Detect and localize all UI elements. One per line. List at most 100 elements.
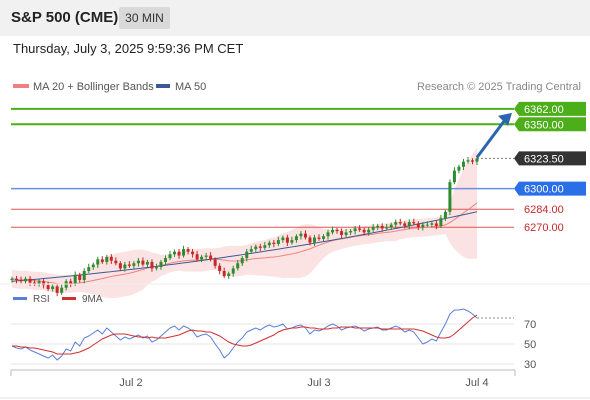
candle <box>240 258 244 264</box>
candle <box>371 227 375 230</box>
candle <box>290 240 294 243</box>
candle <box>10 278 14 280</box>
candle <box>353 228 357 232</box>
price-tag-text: 6350.00 <box>524 119 564 131</box>
support-label-6284.00: 6284.00 <box>524 204 564 216</box>
forecast-arrow-head <box>498 112 512 126</box>
candle <box>24 278 28 282</box>
candle <box>87 267 91 271</box>
candle <box>82 270 86 280</box>
candle <box>326 232 330 237</box>
candle <box>227 273 231 277</box>
candle <box>380 225 384 229</box>
candle <box>46 285 50 289</box>
candle <box>276 240 280 244</box>
price-tag-6300.00: 6300.00 <box>514 181 586 196</box>
candle <box>448 182 452 212</box>
candle <box>285 237 289 243</box>
candle <box>154 267 158 269</box>
candle <box>209 255 213 260</box>
ma20-line <box>11 202 478 285</box>
candle <box>421 224 425 228</box>
price-tag-text: 6323.50 <box>524 153 564 165</box>
ma50-line <box>11 211 478 282</box>
price-tag-text: 6300.00 <box>524 184 564 196</box>
candle <box>267 242 271 246</box>
candle <box>60 287 64 293</box>
legend-9ma-label: 9MA <box>82 294 103 305</box>
legend-9ma-swatch <box>62 297 76 300</box>
price-tag-bg <box>514 101 586 116</box>
candle <box>204 255 208 257</box>
candle <box>213 259 217 266</box>
candle <box>263 245 267 248</box>
instrument-title: S&P 500 (CME) <box>11 9 119 26</box>
candle <box>254 246 258 250</box>
price-tag-bg <box>514 151 586 166</box>
candle <box>145 261 149 265</box>
candle <box>159 261 163 268</box>
candle <box>452 170 456 183</box>
candle <box>344 232 348 235</box>
rsi-tick-30: 30 <box>524 359 536 371</box>
candle <box>15 278 19 280</box>
rsi-tick-70: 70 <box>524 319 536 331</box>
candle <box>335 229 339 232</box>
price-tag-text: 6362.00 <box>524 104 564 116</box>
candle <box>475 158 479 162</box>
candle <box>398 222 402 224</box>
candle <box>245 251 249 259</box>
candle <box>340 231 344 235</box>
candle <box>109 256 113 261</box>
candle <box>150 261 154 269</box>
candle <box>105 256 109 262</box>
candle <box>249 249 253 252</box>
x-tick-Jul-3: Jul 3 <box>307 377 330 389</box>
candle <box>303 233 307 238</box>
candle <box>272 242 276 244</box>
candle <box>425 224 429 226</box>
price-tag-6323.50: 6323.50 <box>514 151 586 166</box>
legend-rsi-label: RSI <box>33 294 50 305</box>
price-tag-bg <box>514 117 586 132</box>
candle <box>114 260 118 264</box>
candle <box>407 222 411 226</box>
candle <box>136 260 140 264</box>
header-bar <box>0 0 590 36</box>
candle <box>349 231 353 233</box>
candle <box>312 237 316 243</box>
timeframe-button[interactable]: 30 MIN <box>119 7 170 29</box>
candle <box>367 229 371 233</box>
price-tag-bg <box>514 181 586 196</box>
candle <box>186 249 190 252</box>
support-label-6270.00: 6270.00 <box>524 222 564 234</box>
candle <box>28 278 32 283</box>
candle <box>358 228 362 230</box>
candle <box>376 225 380 228</box>
candle <box>362 229 366 233</box>
candle <box>78 274 82 280</box>
candle <box>461 161 465 167</box>
candle <box>182 249 186 256</box>
candle <box>394 222 398 225</box>
candle <box>236 263 240 269</box>
candle <box>218 265 222 271</box>
source-credit: Research © 2025 Trading Central <box>417 81 581 93</box>
x-tick-Jul-2: Jul 2 <box>119 377 142 389</box>
candle <box>308 237 312 243</box>
candle <box>42 281 46 286</box>
candle <box>127 264 131 266</box>
rsi-tick-50: 50 <box>524 339 536 351</box>
candle <box>168 254 172 259</box>
candle <box>470 160 474 162</box>
x-tick-Jul-4: Jul 4 <box>465 377 488 389</box>
legend-ma50-label: MA 50 <box>175 81 206 93</box>
candle <box>132 263 136 266</box>
candle <box>200 256 204 260</box>
candle <box>69 281 73 284</box>
candle <box>416 223 420 228</box>
candle <box>173 251 177 255</box>
candle <box>19 279 23 282</box>
candle <box>281 237 285 241</box>
